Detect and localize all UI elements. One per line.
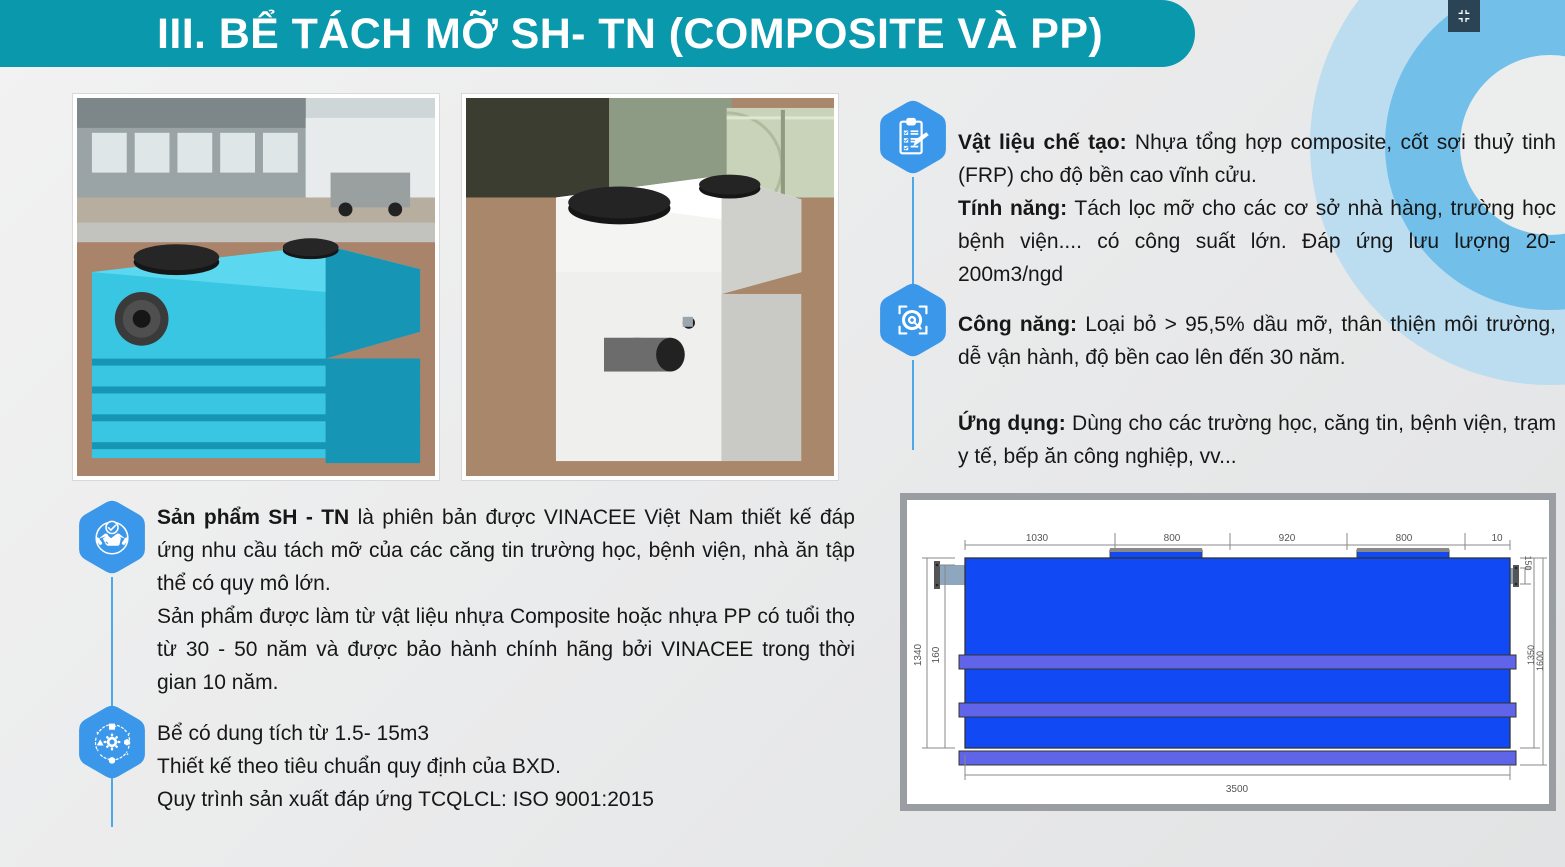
svg-text:160: 160 xyxy=(931,646,942,663)
svg-text:1600: 1600 xyxy=(1535,651,1545,671)
svg-text:3500: 3500 xyxy=(1226,784,1249,795)
svg-text:10: 10 xyxy=(1491,533,1503,544)
svg-text:150: 150 xyxy=(1523,555,1533,570)
svg-text:800: 800 xyxy=(1396,533,1413,544)
svg-text:920: 920 xyxy=(1279,533,1296,544)
svg-text:800: 800 xyxy=(1164,533,1181,544)
svg-text:1340: 1340 xyxy=(913,643,924,666)
svg-text:1030: 1030 xyxy=(1026,533,1049,544)
